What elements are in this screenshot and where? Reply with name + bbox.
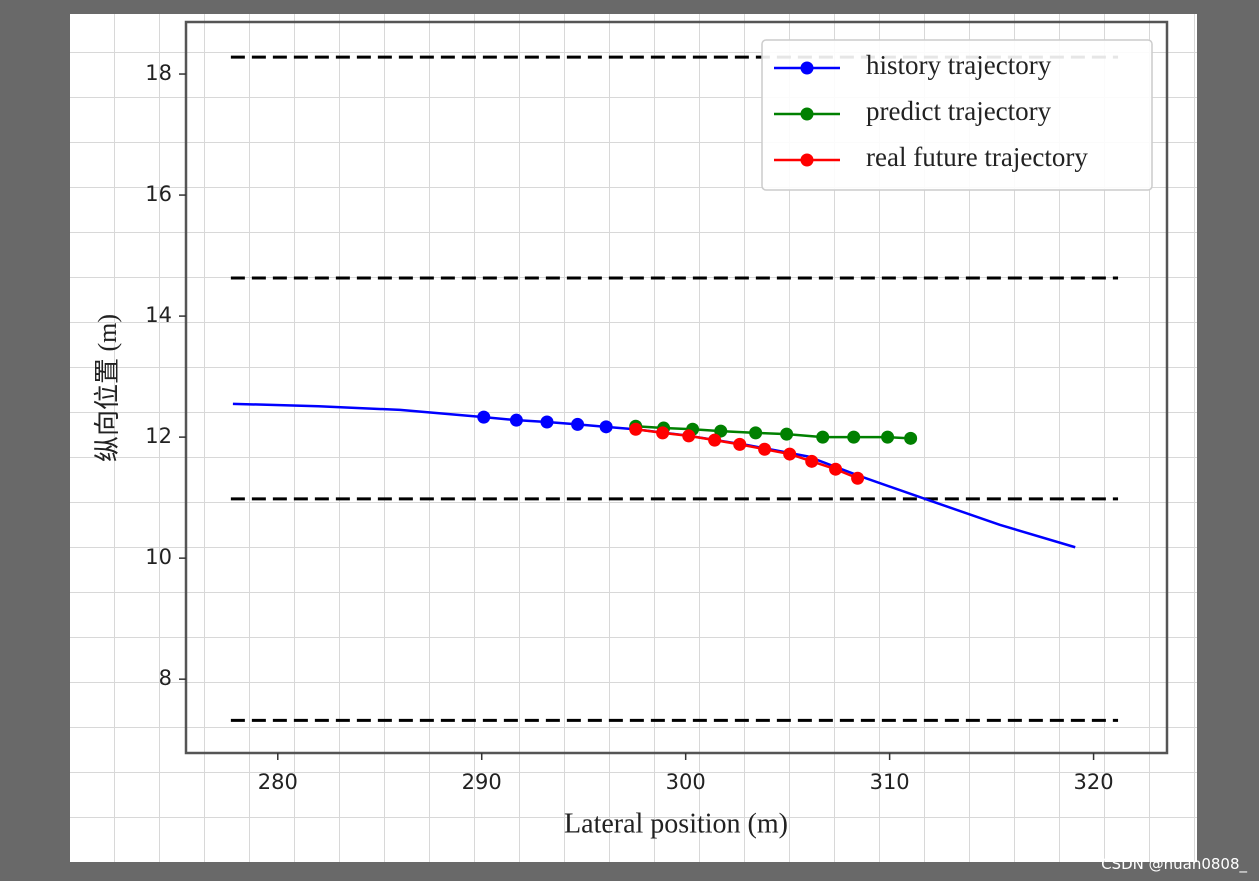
- marker: [749, 426, 763, 440]
- marker: [509, 413, 523, 427]
- legend-marker: [800, 107, 814, 121]
- marker: [656, 426, 670, 440]
- y-tick-label: 18: [145, 61, 172, 85]
- x-tick-label: 280: [258, 770, 298, 794]
- marker: [758, 442, 772, 456]
- y-axis-label: 纵向位置 (m): [93, 314, 122, 462]
- marker: [599, 420, 613, 434]
- legend-marker: [800, 153, 814, 167]
- x-tick-label: 310: [870, 770, 910, 794]
- legend-label: predict trajectory: [866, 96, 1052, 126]
- marker: [847, 430, 861, 444]
- marker: [904, 431, 918, 445]
- x-tick-label: 320: [1074, 770, 1114, 794]
- legend-label: real future trajectory: [866, 142, 1088, 172]
- marker: [629, 422, 643, 436]
- series-line: [232, 402, 1076, 549]
- marker: [805, 454, 819, 468]
- marker: [682, 429, 696, 443]
- legend-box: [761, 39, 1153, 191]
- marker: [733, 437, 747, 451]
- marker: [571, 417, 585, 431]
- legend-marker: [800, 61, 814, 75]
- marker: [816, 430, 830, 444]
- marker: [477, 410, 491, 424]
- x-axis-label: Lateral position (m): [564, 808, 788, 839]
- y-tick-label: 14: [145, 303, 172, 327]
- marker: [851, 471, 865, 485]
- x-tick-label: 300: [666, 770, 706, 794]
- plot-area: [184, 20, 1169, 755]
- y-tick-label: 16: [145, 182, 172, 206]
- legend-label: history trajectory: [866, 50, 1052, 80]
- series-line: [635, 428, 859, 480]
- series-line: [635, 424, 911, 440]
- y-tick-label: 12: [145, 424, 172, 448]
- y-tick-label: 8: [159, 666, 172, 690]
- marker: [829, 462, 843, 476]
- marker: [783, 447, 797, 461]
- y-tick-label: 10: [145, 545, 172, 569]
- watermark: CSDN @huan0808_: [1101, 855, 1247, 873]
- marker: [708, 433, 722, 447]
- marker: [540, 415, 554, 429]
- x-tick-label: 290: [462, 770, 502, 794]
- marker: [780, 427, 794, 441]
- marker: [881, 430, 895, 444]
